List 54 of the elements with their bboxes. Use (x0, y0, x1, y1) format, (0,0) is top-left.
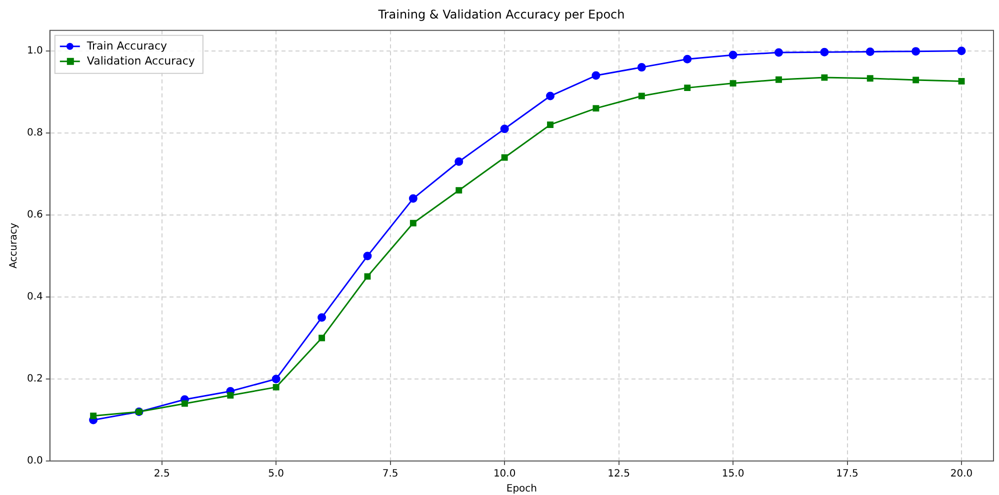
legend-label: Train Accuracy (86, 39, 168, 52)
y-tick-label: 0.6 (26, 210, 43, 221)
point (774, 48, 783, 57)
x-tick-label: 10.0 (493, 468, 516, 480)
point (637, 63, 646, 72)
x-tick-label: 17.5 (836, 468, 858, 480)
point (318, 334, 326, 342)
point (408, 194, 418, 203)
x-tick-label: 2.5 (154, 468, 170, 480)
y-axis-title: Accuracy (8, 222, 20, 269)
point (957, 46, 966, 56)
x-tick-label: 7.5 (382, 468, 398, 480)
point (547, 121, 554, 128)
point (730, 80, 736, 87)
x-tick-label: 12.5 (608, 468, 630, 480)
point (638, 92, 645, 100)
point (456, 187, 462, 194)
x-tick-label: 5.0 (268, 468, 284, 480)
chart-title: Training & Validation Accuracy per Epoch (377, 7, 625, 22)
point (500, 124, 509, 134)
point (776, 76, 782, 83)
point (684, 84, 691, 92)
x-axis-title: Epoch (506, 484, 538, 495)
point (410, 220, 416, 226)
point (592, 105, 600, 112)
y-tick-label: 0.4 (26, 292, 43, 303)
point (866, 47, 874, 56)
point (227, 392, 234, 399)
point (592, 71, 600, 80)
point (866, 75, 874, 82)
point (318, 313, 326, 322)
point (364, 273, 371, 280)
x-tick-label: 20.0 (950, 468, 973, 480)
point (728, 50, 738, 60)
point (546, 92, 555, 100)
point (363, 252, 372, 260)
legend-label: Validation Accuracy (86, 54, 196, 68)
point (272, 374, 280, 384)
y-tick-label: 0.2 (26, 374, 43, 385)
point (501, 154, 508, 161)
point (181, 400, 188, 407)
point (454, 157, 464, 166)
point (912, 47, 920, 56)
point (272, 384, 280, 390)
point (821, 74, 828, 81)
point (90, 412, 97, 420)
x-tick-label: 15.0 (722, 468, 744, 480)
point (683, 54, 692, 64)
point (912, 76, 920, 84)
y-tick-label: 0.8 (26, 128, 43, 139)
point (958, 78, 965, 84)
y-tick-label: 0.0 (26, 456, 43, 467)
y-tick-label: 1.0 (26, 46, 43, 56)
point (820, 48, 829, 56)
